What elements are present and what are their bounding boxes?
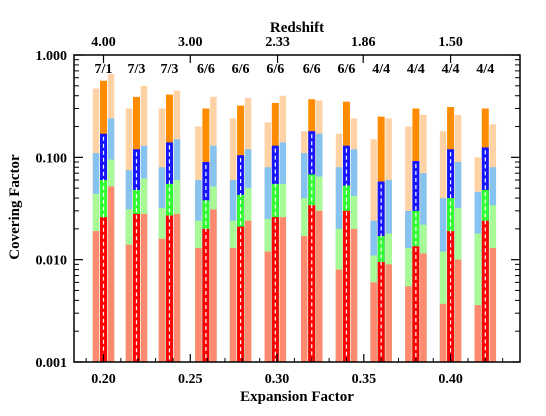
- x-axis-title: Expansion Factor: [240, 389, 354, 405]
- left-bar-red-segment: [335, 269, 343, 362]
- y-tick-label: 0.010: [36, 254, 68, 269]
- ratio-label: 4/4: [476, 62, 494, 77]
- redshift-tick-label: 3.00: [178, 35, 203, 50]
- right-bar-red-segment: [210, 209, 217, 362]
- ratio-label: 6/6: [232, 62, 250, 77]
- ratio-label: 4/4: [372, 62, 390, 77]
- plot-frame: [73, 54, 521, 363]
- right-bar-red-segment: [279, 217, 287, 362]
- x-tick-label: 0.35: [352, 372, 377, 387]
- left-bar-red-segment: [229, 248, 237, 362]
- redshift-tick-label: 1.86: [351, 35, 376, 50]
- ratio-label: 6/6: [303, 62, 321, 77]
- bar-groups: 7/1 7/3 7/3 6/6 6/6 6/6 6/6 6/6 4/4 4/4 4/4 4/4: [92, 62, 497, 363]
- bar-group-3: 7/3: [158, 62, 181, 363]
- right-bar-red-segment: [107, 186, 115, 362]
- center-bar-red-segment: [100, 217, 108, 362]
- bar-group-2: 7/3: [125, 62, 148, 363]
- tick-labels: 0.20 0.25 0.30 0.35 0.40 4.00 3.00 2.33 1.86 1.50…: [36, 35, 463, 387]
- bar-group-6: 6/6: [264, 62, 287, 363]
- bar-group-4: 6/6: [195, 62, 217, 363]
- x-tick-label: 0.40: [438, 372, 463, 387]
- y-tick-label: 0.100: [36, 151, 68, 166]
- left-bar-red-segment: [264, 251, 272, 362]
- ratio-label: 4/4: [442, 62, 460, 77]
- ratio-label: 6/6: [266, 62, 284, 77]
- right-bar-red-segment: [420, 253, 427, 362]
- right-bar-red-segment: [316, 210, 323, 362]
- left-bar-red-segment: [474, 305, 482, 362]
- ratio-label: 4/4: [407, 62, 425, 77]
- bar-group-7: 6/6: [301, 62, 323, 363]
- ratio-label: 7/3: [161, 62, 179, 77]
- right-bar-red-segment: [350, 228, 358, 362]
- right-bar-red-segment: [140, 213, 148, 362]
- bar-group-5: 6/6: [229, 62, 252, 363]
- redshift-tick-label: 4.00: [91, 35, 116, 50]
- right-bar-red-segment: [489, 248, 497, 362]
- bar-group-12: 4/4: [474, 62, 497, 362]
- left-bar-red-segment: [158, 238, 166, 362]
- bar-group-8: 6/6: [335, 62, 358, 362]
- left-bar-red-segment: [370, 282, 377, 362]
- ratio-label: 7/3: [128, 62, 146, 77]
- redshift-tick-label: 1.50: [438, 35, 463, 50]
- y-axis-title: Covering Factor: [7, 154, 23, 260]
- left-bar-red-segment: [92, 231, 100, 362]
- left-bar-red-segment: [125, 244, 133, 362]
- ratio-label: 7/1: [95, 62, 113, 77]
- ratio-label: 6/6: [338, 62, 356, 77]
- y-tick-label: 0.001: [36, 356, 68, 371]
- x-tick-label: 0.30: [265, 372, 290, 387]
- plot-border: [73, 54, 521, 363]
- center-bar-red-segment: [447, 231, 455, 362]
- bar-group-10: 4/4: [405, 62, 427, 363]
- right-bar-red-segment: [173, 213, 181, 362]
- center-bar-red-segment: [342, 210, 350, 362]
- top-axis-title: Redshift: [270, 20, 324, 36]
- x-tick-label: 0.25: [178, 372, 203, 387]
- left-bar-red-segment: [301, 236, 308, 362]
- left-bar-red-segment: [439, 303, 447, 362]
- x-tick-label: 0.20: [91, 372, 116, 387]
- redshift-tick-label: 2.33: [265, 35, 290, 50]
- bar-group-1: 7/1: [92, 62, 115, 362]
- right-bar-red-segment: [454, 259, 462, 362]
- bar-group-11: 4/4: [439, 62, 462, 362]
- y-tick-label: 1.000: [36, 49, 68, 64]
- right-bar-red-segment: [244, 220, 252, 362]
- left-bar-green-segment: [474, 233, 482, 362]
- right-bar-red-segment: [385, 264, 392, 362]
- ratio-label: 6/6: [197, 62, 215, 77]
- axis-ticks: [74, 54, 520, 363]
- bar-group-9: 4/4: [370, 62, 392, 362]
- center-bar-red-segment: [202, 228, 210, 362]
- left-bar-red-segment: [195, 248, 202, 362]
- left-bar-red-segment: [405, 286, 412, 362]
